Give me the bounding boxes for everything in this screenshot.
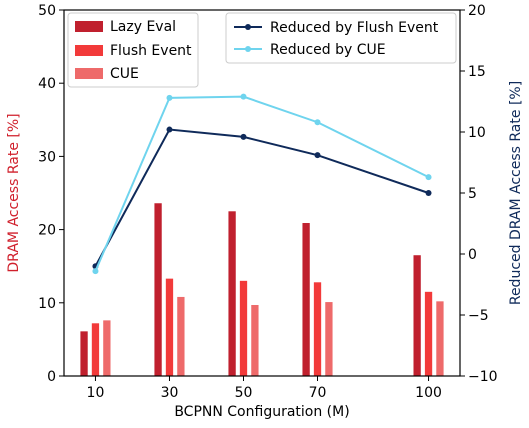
legend-label-lazy-eval: Lazy Eval	[110, 19, 176, 35]
point-reduced-by-cue-10	[92, 268, 99, 275]
bar-cue-100	[436, 301, 444, 376]
legend-label-cue: CUE	[110, 66, 139, 82]
line-legend: Reduced by Flush Event Reduced by CUE	[225, 12, 457, 64]
bar-cue-30	[177, 296, 185, 376]
bar-flush-event-30	[165, 278, 174, 376]
bar-cue-70	[325, 302, 333, 376]
right-y-tick-label: 15	[468, 64, 486, 80]
bar-flush-event-50	[239, 280, 248, 376]
legend-swatch-flush-event	[75, 45, 103, 56]
lines-layer	[92, 93, 432, 275]
point-reduced-by-cue-30	[166, 94, 173, 101]
point-reduced-by-flush-event-70	[314, 152, 321, 159]
legend-label-reduced-cue: Reduced by CUE	[270, 42, 386, 58]
left-y-tick-label: 30	[38, 149, 56, 165]
left-y-tick-label: 0	[47, 369, 56, 385]
point-reduced-by-flush-event-100	[425, 190, 432, 196]
legend-marker-cue	[245, 46, 251, 52]
bar-flush-event-70	[313, 282, 322, 376]
point-reduced-by-cue-100	[425, 174, 432, 181]
bar-lazy-eval-10	[80, 331, 88, 376]
x-axis-label: BCPNN Configuration (M)	[174, 404, 349, 420]
point-reduced-by-flush-event-30	[166, 126, 173, 133]
bar-lazy-eval-30	[154, 203, 162, 376]
line-reduced-by-flush-event	[94, 128, 429, 267]
x-tick-label: 70	[309, 385, 327, 401]
point-reduced-by-cue-50	[240, 93, 247, 100]
point-reduced-by-cue-70	[314, 119, 321, 126]
legend-label-reduced-flush-event: Reduced by Flush Event	[270, 20, 439, 36]
bar-legend: Lazy Eval Flush Event CUE	[67, 12, 199, 88]
right-y-axis-label: Reduced DRAM Access Rate [%]	[508, 81, 524, 305]
bar-cue-10	[103, 320, 111, 376]
bar-flush-event-100	[424, 291, 433, 376]
legend-swatch-lazy-eval	[75, 21, 103, 32]
x-tick-label: 50	[235, 385, 253, 401]
bar-flush-event-10	[91, 323, 100, 376]
legend-marker-flush-event	[245, 24, 251, 30]
x-tick-label: 100	[415, 385, 442, 401]
line-legend-frame	[225, 12, 457, 64]
left-y-tick-label: 40	[38, 76, 56, 92]
x-tick-label: 30	[161, 385, 179, 401]
bar-lazy-eval-50	[228, 211, 236, 376]
point-reduced-by-flush-event-50	[240, 133, 247, 140]
right-y-tick-label: −5	[468, 308, 489, 324]
right-y-tick-label: 20	[468, 3, 486, 19]
right-y-tick-label: 10	[468, 125, 486, 141]
right-y-tick-label: −10	[468, 369, 498, 385]
legend-swatch-cue	[75, 68, 103, 79]
bars-layer	[80, 203, 444, 376]
left-y-tick-label: 10	[38, 296, 56, 312]
bar-lazy-eval-70	[302, 223, 310, 376]
left-y-tick-label: 50	[38, 3, 56, 19]
axes-layer: 10 30 50 70 100 0 10 20 30 40 50 −10 −5 0 5 10 15 20	[38, 3, 497, 401]
right-y-tick-label: 5	[468, 186, 477, 202]
legend-label-flush-event: Flush Event	[110, 43, 192, 59]
line-reduced-by-cue	[94, 95, 429, 272]
x-tick-label: 10	[87, 385, 105, 401]
bar-lazy-eval-100	[413, 255, 421, 376]
left-y-tick-label: 20	[38, 223, 56, 239]
left-y-axis-label: DRAM Access Rate [%]	[6, 113, 22, 272]
bar-cue-50	[251, 305, 259, 376]
right-y-tick-label: 0	[468, 247, 477, 263]
